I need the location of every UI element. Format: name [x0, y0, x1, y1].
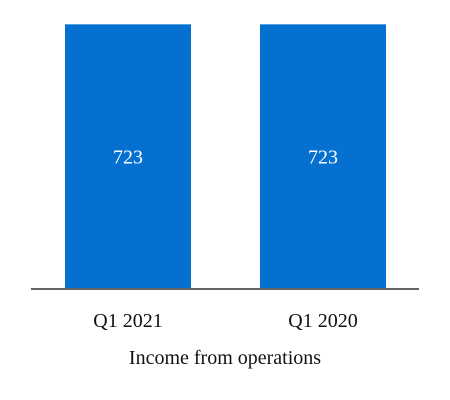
- bar-value-label: 723: [308, 147, 338, 169]
- bar-labels-group: 723 723: [113, 147, 338, 169]
- x-tick-label: Q1 2020: [288, 310, 357, 332]
- bar-q1-2020: [260, 24, 386, 289]
- bars-group: [65, 24, 386, 289]
- bar-q1-2021: [65, 24, 191, 289]
- x-axis-title: Income from operations: [129, 347, 321, 369]
- x-tick-label: Q1 2021: [93, 310, 162, 332]
- x-tick-labels-group: Q1 2021 Q1 2020: [93, 310, 357, 332]
- bar-value-label: 723: [113, 147, 143, 169]
